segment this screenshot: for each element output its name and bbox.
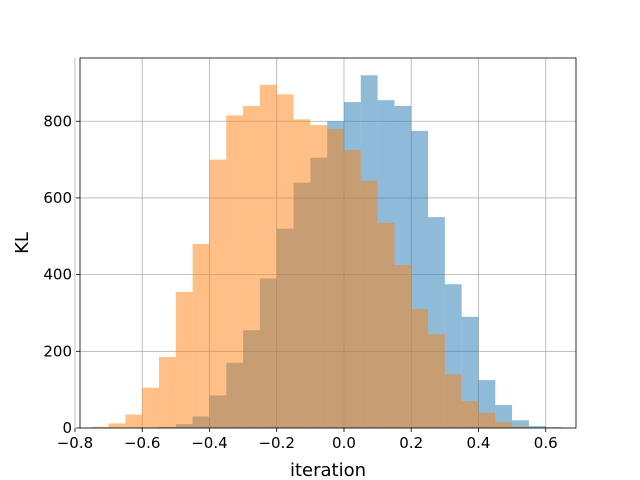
histogram-bar-series-2 bbox=[108, 423, 126, 428]
y-tick-label: 0 bbox=[62, 419, 72, 437]
x-tick-label: −0.2 bbox=[258, 434, 294, 452]
x-tick-label: −0.8 bbox=[57, 434, 93, 452]
histogram-bar-series-2 bbox=[478, 412, 496, 428]
histogram-bar-series-2 bbox=[310, 125, 328, 428]
x-tick-label: −0.4 bbox=[191, 434, 227, 452]
plot-frame bbox=[79, 57, 577, 429]
histogram-bar-series-2 bbox=[495, 422, 513, 428]
histogram-bar-series-2 bbox=[293, 119, 311, 428]
y-tick-label: 200 bbox=[43, 342, 72, 360]
y-tick-label: 400 bbox=[43, 266, 72, 284]
histogram-bar-series-2 bbox=[259, 84, 277, 428]
histogram-bar-series-2 bbox=[461, 401, 479, 428]
histogram-bar-series-2 bbox=[243, 105, 260, 428]
histogram-bar-series-2 bbox=[226, 115, 244, 429]
x-tick-label: 0.0 bbox=[332, 434, 356, 452]
histogram-bar-series-2 bbox=[276, 94, 294, 429]
histogram-bar-series-2 bbox=[377, 222, 395, 428]
histogram-bar-series-2 bbox=[175, 291, 193, 428]
y-axis-label: KL bbox=[12, 232, 33, 254]
histogram-bar-series-1 bbox=[512, 420, 529, 428]
histogram-bar-series-2 bbox=[192, 243, 210, 428]
histogram-bar-series-1 bbox=[528, 426, 546, 428]
histogram-bar-series-2 bbox=[159, 357, 176, 428]
histogram-bar-series-2 bbox=[327, 128, 344, 428]
histogram-bar-series-2 bbox=[142, 387, 160, 428]
histogram-bar-series-2 bbox=[428, 334, 445, 428]
histogram-bar-series-2 bbox=[343, 150, 361, 428]
histogram-bar-series-1 bbox=[461, 316, 479, 428]
histogram-bar-series-2 bbox=[91, 426, 109, 428]
x-tick-label: 0.2 bbox=[399, 434, 423, 452]
histogram-bar-series-2 bbox=[444, 374, 462, 428]
histogram-bar-series-2 bbox=[394, 265, 412, 428]
y-tick-label: 800 bbox=[43, 112, 72, 130]
x-tick-label: 0.6 bbox=[534, 434, 558, 452]
histogram-bar-series-2 bbox=[125, 414, 143, 428]
histogram-bars bbox=[91, 75, 563, 429]
histogram-bar-series-2 bbox=[512, 426, 529, 428]
y-tick-label: 600 bbox=[43, 189, 72, 207]
axis-ticks: −0.8 −0.6 −0.4 −0.2 0.0 0.2 0.4 0.6 0 200 400 600 80… bbox=[43, 112, 557, 452]
x-tick-label: 0.4 bbox=[467, 434, 491, 452]
x-tick-label: −0.6 bbox=[124, 434, 160, 452]
histogram-bar-series-2 bbox=[360, 180, 378, 428]
histogram-bar-series-2 bbox=[411, 309, 429, 428]
x-axis-label: iteration bbox=[290, 460, 366, 480]
histogram-bar-series-2 bbox=[209, 159, 227, 429]
